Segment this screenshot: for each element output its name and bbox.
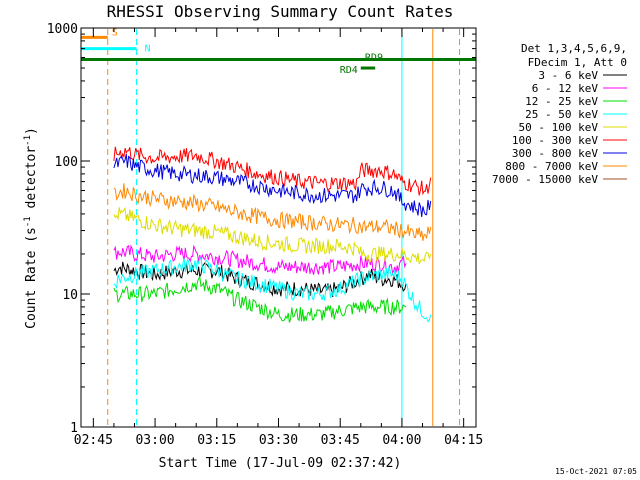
chart-title: RHESSI Observing Summary Count Rates bbox=[107, 2, 454, 21]
legend-entry-label: 3 - 6 keV bbox=[538, 69, 598, 82]
legend-entry-label: 7000 - 15000 keV bbox=[492, 173, 598, 186]
x-tick-label: 04:00 bbox=[382, 433, 421, 448]
y-tick-label: 1000 bbox=[47, 22, 78, 37]
series-line bbox=[113, 146, 432, 196]
legend-header: FDecim 1, Att 0 bbox=[528, 56, 627, 69]
y-axis-label: Count Rate (s-1 detector-1) bbox=[23, 127, 39, 329]
series-line bbox=[113, 183, 432, 241]
series-line bbox=[113, 275, 407, 323]
x-tick-label: 03:30 bbox=[259, 433, 298, 448]
legend-entry-label: 50 - 100 keV bbox=[519, 121, 599, 134]
series-line bbox=[113, 244, 407, 275]
legend-entry-label: 25 - 50 keV bbox=[525, 108, 598, 121]
legend-entry-label: 12 - 25 keV bbox=[525, 95, 598, 108]
y-tick-label: 1 bbox=[70, 421, 78, 436]
x-tick-label: 02:45 bbox=[74, 433, 113, 448]
x-tick-label: 03:15 bbox=[197, 433, 236, 448]
legend-entry-label: 300 - 800 keV bbox=[512, 147, 598, 160]
timestamp: 15-Oct-2021 07:05 bbox=[555, 467, 637, 476]
series-line bbox=[113, 256, 432, 323]
series-line bbox=[113, 206, 432, 265]
legend-header: Det 1,3,4,5,6,9, bbox=[521, 42, 627, 55]
x-tick-label: 03:00 bbox=[135, 433, 174, 448]
legend-entry-label: 6 - 12 keV bbox=[532, 82, 599, 95]
y-tick-label: 100 bbox=[55, 155, 78, 170]
legend-entry-label: 100 - 300 keV bbox=[512, 134, 598, 147]
annotation-label: RD4 bbox=[340, 65, 358, 76]
x-tick-label: 03:45 bbox=[321, 433, 360, 448]
series-line bbox=[113, 153, 432, 217]
annotation-label: N bbox=[145, 44, 151, 55]
y-tick-label: 10 bbox=[62, 288, 78, 303]
x-axis-label: Start Time (17-Jul-09 02:37:42) bbox=[159, 456, 402, 471]
legend-entry-label: 800 - 7000 keV bbox=[505, 160, 598, 173]
annotation-label: RD9 bbox=[365, 52, 383, 63]
annotation-label: S bbox=[112, 27, 118, 38]
x-tick-label: 04:15 bbox=[444, 433, 483, 448]
